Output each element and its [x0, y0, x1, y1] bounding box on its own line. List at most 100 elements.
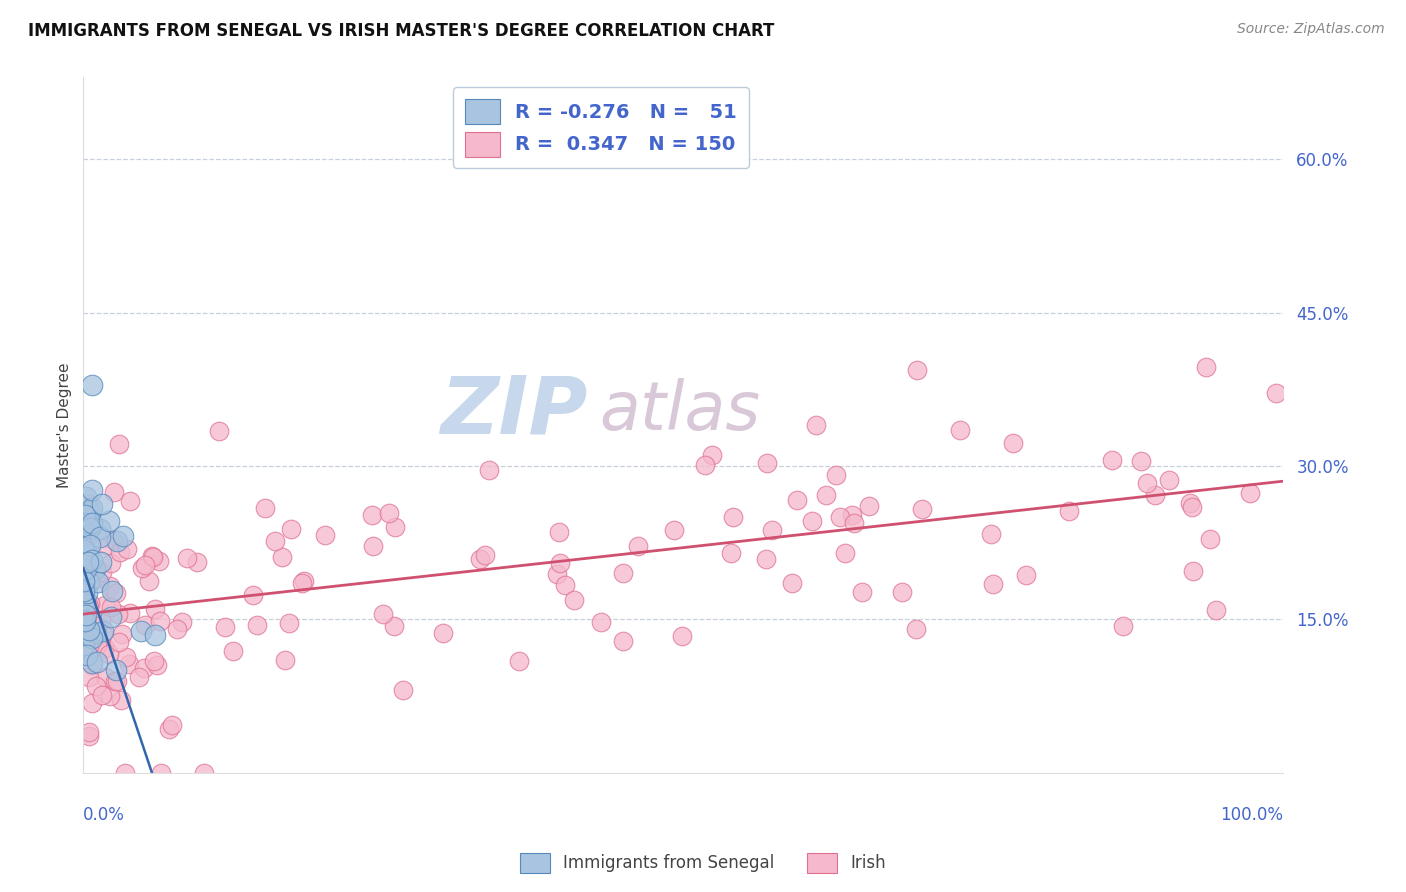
Point — [73, 592, 96, 607]
Point — [79, 567, 101, 582]
Point — [143, 627, 166, 641]
Point — [761, 523, 783, 537]
Point — [246, 618, 269, 632]
Point — [82, 377, 104, 392]
Point — [612, 566, 634, 580]
Point — [1181, 564, 1204, 578]
Point — [1157, 473, 1180, 487]
Point — [79, 538, 101, 552]
Point — [134, 617, 156, 632]
Point — [108, 634, 131, 648]
Point — [186, 555, 208, 569]
Point — [117, 657, 139, 672]
Point — [91, 497, 114, 511]
Point — [361, 539, 384, 553]
Point — [800, 514, 823, 528]
Point — [73, 613, 96, 627]
Point — [214, 620, 236, 634]
Point — [432, 626, 454, 640]
Point — [222, 644, 245, 658]
Point — [101, 533, 124, 548]
Point — [1057, 504, 1080, 518]
Point — [117, 541, 139, 556]
Point — [75, 520, 97, 534]
Point — [73, 574, 96, 588]
Point — [76, 586, 98, 600]
Text: Source: ZipAtlas.com: Source: ZipAtlas.com — [1237, 22, 1385, 37]
Point — [815, 488, 838, 502]
Text: IMMIGRANTS FROM SENEGAL VS IRISH MASTER'S DEGREE CORRELATION CHART: IMMIGRANTS FROM SENEGAL VS IRISH MASTER'… — [28, 22, 775, 40]
Point — [79, 508, 101, 523]
Point — [160, 718, 183, 732]
Point — [129, 624, 152, 639]
Point — [148, 554, 170, 568]
Point — [79, 497, 101, 511]
Point — [392, 683, 415, 698]
Point — [1239, 486, 1261, 500]
Point — [89, 523, 111, 537]
Point — [73, 529, 96, 543]
Point — [273, 653, 295, 667]
Point — [1181, 500, 1204, 515]
Point — [1136, 475, 1159, 490]
Point — [75, 614, 97, 628]
Text: ZIP: ZIP — [440, 372, 588, 450]
Point — [830, 510, 852, 524]
Point — [79, 600, 101, 615]
Point — [150, 765, 173, 780]
Point — [111, 529, 134, 543]
Point — [82, 631, 104, 645]
Y-axis label: Master's Degree: Master's Degree — [58, 362, 72, 488]
Point — [841, 508, 863, 523]
Point — [115, 649, 138, 664]
Point — [361, 508, 384, 522]
Point — [75, 574, 97, 588]
Point — [891, 585, 914, 599]
Point — [1015, 567, 1038, 582]
Point — [105, 534, 128, 549]
Point — [118, 606, 141, 620]
Point — [110, 693, 132, 707]
Point — [91, 626, 114, 640]
Point — [77, 555, 100, 569]
Point — [1195, 359, 1218, 374]
Point — [98, 647, 121, 661]
Point — [474, 548, 496, 562]
Point — [77, 574, 100, 589]
Point — [73, 584, 96, 599]
Point — [508, 654, 530, 668]
Point — [314, 528, 336, 542]
Point — [780, 576, 803, 591]
Text: 100.0%: 100.0% — [1220, 805, 1284, 824]
Point — [149, 614, 172, 628]
Point — [786, 493, 808, 508]
Point — [382, 619, 405, 633]
Point — [612, 633, 634, 648]
Point — [720, 546, 742, 560]
Point — [79, 521, 101, 535]
Point — [1112, 619, 1135, 633]
Point — [627, 539, 650, 553]
Point — [141, 550, 163, 565]
Point — [80, 516, 103, 531]
Point — [949, 423, 972, 437]
Point — [73, 638, 96, 652]
Point — [79, 729, 101, 743]
Point — [858, 500, 880, 514]
Point — [75, 490, 97, 504]
Point — [79, 504, 101, 518]
Point — [98, 514, 121, 528]
Point — [91, 624, 114, 638]
Point — [138, 574, 160, 588]
Point — [73, 518, 96, 533]
Point — [79, 596, 101, 610]
Point — [100, 556, 122, 570]
Point — [141, 549, 163, 563]
Point — [825, 467, 848, 482]
Point — [131, 561, 153, 575]
Point — [128, 670, 150, 684]
Point — [91, 688, 114, 702]
Point — [263, 533, 285, 548]
Point — [84, 561, 107, 575]
Point — [804, 418, 827, 433]
